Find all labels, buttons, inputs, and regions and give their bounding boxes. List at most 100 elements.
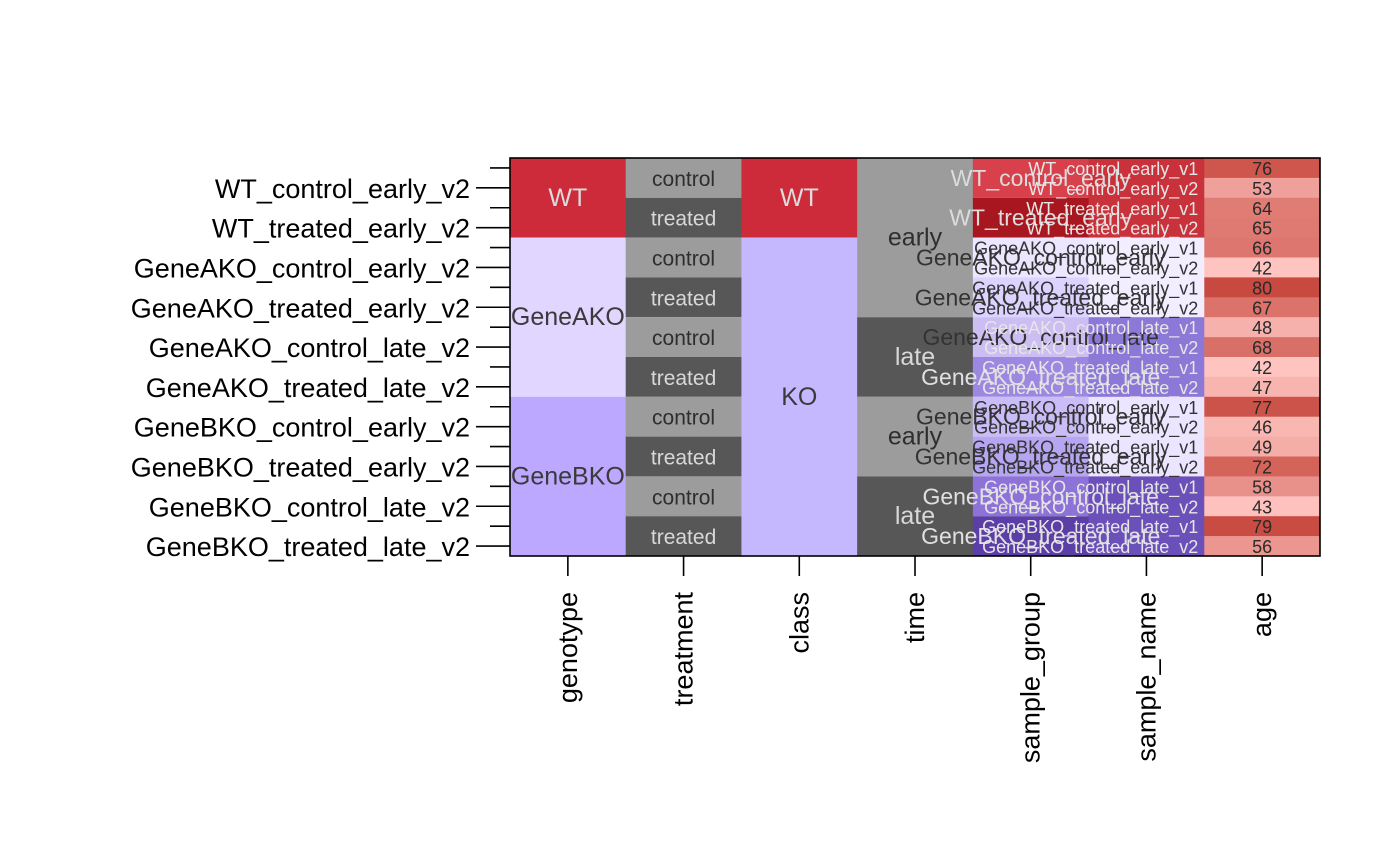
cell-label-sample-name-9: GeneAKO_control_late_v2 xyxy=(984,338,1198,359)
cell-sample-name-genebko-control-late-v2 xyxy=(1088,496,1205,517)
cell-label-age-17: 43 xyxy=(1252,497,1272,517)
y-tick-label-genebko-treated-late-v2: GeneBKO_treated_late_v2 xyxy=(146,532,470,562)
cell-label-sample-name-1: WT_control_early_v2 xyxy=(1028,179,1198,200)
cell-age-18 xyxy=(1204,516,1320,537)
cell-label-genotype-0: WT xyxy=(548,184,587,212)
cell-label-age-1: 53 xyxy=(1252,179,1272,199)
cell-label-sample-group-7: GeneBKO_treated_early xyxy=(915,444,1167,470)
cell-label-treatment-6: control xyxy=(652,407,715,430)
cell-age-8 xyxy=(1204,317,1320,338)
cell-treatment-control-4 xyxy=(625,317,742,357)
cell-age-0 xyxy=(1204,158,1320,179)
cell-sample-name-wt-treated-early-v1 xyxy=(1088,197,1205,218)
cell-age-11 xyxy=(1204,376,1320,398)
cell-sample-name-geneako-treated-early-v1 xyxy=(1088,277,1205,298)
cell-sample-name-genebko-treated-early-v2 xyxy=(1088,456,1205,477)
cell-age-19 xyxy=(1204,536,1320,557)
cell-label-sample-name-14: GeneBKO_treated_early_v1 xyxy=(972,438,1198,459)
cell-age-3 xyxy=(1204,217,1320,238)
cell-sample-name-geneako-treated-late-v2 xyxy=(1088,376,1205,398)
cell-label-age-5: 42 xyxy=(1252,258,1272,278)
cell-sample-name-wt-control-early-v2 xyxy=(1088,177,1205,199)
cell-sample-group-genebko-control-early xyxy=(972,396,1090,437)
cell-label-sample-name-12: GeneBKO_control_early_v1 xyxy=(974,398,1198,419)
cell-age-2 xyxy=(1204,197,1320,218)
cell-label-genotype-2: GeneBKO xyxy=(511,462,625,490)
cell-sample-name-wt-treated-early-v2 xyxy=(1088,217,1205,238)
cell-label-sample-name-5: GeneAKO_control_early_v2 xyxy=(974,258,1198,279)
cell-label-age-14: 49 xyxy=(1252,438,1272,458)
cell-sample-name-geneako-control-early-v1 xyxy=(1088,237,1205,258)
cell-sample-name-geneako-control-early-v2 xyxy=(1088,257,1205,278)
cell-time-early-2 xyxy=(857,396,974,477)
cell-label-sample-name-15: GeneBKO_treated_early_v2 xyxy=(972,457,1198,478)
x-tick-label-treatment: treatment xyxy=(669,592,699,707)
cell-label-treatment-9: treated xyxy=(651,526,716,549)
cell-class-wt-0 xyxy=(741,158,858,238)
heatmap-cell-labels: WT GeneAKO GeneBKO control treated control tre… xyxy=(511,159,1272,558)
cell-label-class-0: WT xyxy=(780,184,819,212)
cell-label-sample-name-17: GeneBKO_control_late_v2 xyxy=(984,497,1198,518)
y-tick-label-geneako-treated-early-v2: GeneAKO_treated_early_v2 xyxy=(131,293,470,323)
cell-sample-group-genebko-treated-late xyxy=(972,516,1090,556)
cell-label-sample-group-0: WT_control_early xyxy=(951,165,1132,191)
cell-treatment-control-0 xyxy=(625,158,742,198)
y-tick-label-wt-treated-early-v2: WT_treated_early_v2 xyxy=(212,214,470,244)
y-tick-label-geneako-control-early-v2: GeneAKO_control_early_v2 xyxy=(134,253,470,283)
cell-label-treatment-8: control xyxy=(652,486,715,509)
cell-label-sample-group-3: GeneAKO_treated_early xyxy=(915,284,1167,310)
cell-sample-name-wt-control-early-v1 xyxy=(1088,158,1205,179)
cell-label-treatment-0: control xyxy=(652,168,715,191)
y-tick-label-wt-control-early-v2: WT_control_early_v2 xyxy=(215,174,470,204)
cell-sample-group-geneako-treated-early xyxy=(972,277,1090,318)
cell-label-sample-group-8: GeneBKO_control_late xyxy=(922,483,1159,509)
cell-age-9 xyxy=(1204,337,1320,358)
cell-sample-group-geneako-control-late xyxy=(972,317,1090,357)
cell-sample-name-genebko-treated-late-v2 xyxy=(1088,536,1205,557)
cell-label-age-0: 76 xyxy=(1252,159,1272,179)
cell-label-age-15: 72 xyxy=(1252,457,1272,477)
cell-label-sample-group-2: GeneAKO_control_early xyxy=(916,245,1166,271)
cell-label-age-6: 80 xyxy=(1252,278,1272,298)
y-tick-label-genebko-control-late-v2: GeneBKO_control_late_v2 xyxy=(149,492,470,522)
cell-label-treatment-5: treated xyxy=(651,367,716,390)
y-axis: WT_control_early_v2 WT_treated_early_v2 Ge… xyxy=(131,167,510,562)
cell-label-sample-name-7: GeneAKO_treated_early_v2 xyxy=(972,298,1198,319)
cell-sample-group-geneako-treated-late xyxy=(972,357,1090,397)
cell-label-age-8: 48 xyxy=(1252,318,1272,338)
cell-age-16 xyxy=(1204,476,1320,497)
x-tick-label-age: age xyxy=(1247,592,1277,637)
cell-label-age-9: 68 xyxy=(1252,338,1272,358)
cell-label-age-19: 56 xyxy=(1252,537,1272,557)
x-tick-label-genotype: genotype xyxy=(553,592,583,703)
cell-treatment-treated-9 xyxy=(625,516,742,556)
cell-label-age-3: 65 xyxy=(1252,219,1272,239)
cell-label-class-1: KO xyxy=(781,383,817,411)
cell-sample-name-geneako-treated-late-v1 xyxy=(1088,357,1205,378)
cell-sample-name-genebko-control-early-v1 xyxy=(1088,396,1205,417)
cell-label-treatment-3: treated xyxy=(651,287,716,310)
cell-label-treatment-7: treated xyxy=(651,447,716,470)
cell-label-time-2: early xyxy=(888,423,943,451)
cell-genotype-geneako-1 xyxy=(510,237,627,397)
cell-label-sample-name-4: GeneAKO_control_early_v1 xyxy=(974,239,1198,260)
y-tick-label-geneako-control-late-v2: GeneAKO_control_late_v2 xyxy=(149,333,470,363)
cell-label-sample-name-16: GeneBKO_control_late_v1 xyxy=(984,477,1198,498)
cell-age-5 xyxy=(1204,257,1320,278)
cell-age-10 xyxy=(1204,357,1320,378)
cell-sample-group-genebko-treated-early xyxy=(972,436,1090,477)
cell-age-14 xyxy=(1204,436,1320,457)
cell-label-sample-name-8: GeneAKO_control_late_v1 xyxy=(984,318,1198,339)
cell-label-age-2: 64 xyxy=(1252,199,1272,219)
cell-sample-name-geneako-control-late-v2 xyxy=(1088,337,1205,358)
cell-treatment-treated-7 xyxy=(625,436,742,477)
cell-label-sample-name-10: GeneAKO_treated_late_v1 xyxy=(982,358,1198,379)
cell-label-sample-group-1: WT_treated_early xyxy=(949,205,1132,231)
cell-age-1 xyxy=(1204,177,1320,199)
cell-treatment-control-6 xyxy=(625,396,742,437)
cell-time-late-3 xyxy=(857,476,974,556)
cell-sample-name-genebko-control-late-v1 xyxy=(1088,476,1205,497)
cell-label-age-11: 47 xyxy=(1252,378,1272,398)
cell-label-treatment-1: treated xyxy=(651,208,716,231)
cell-treatment-treated-1 xyxy=(625,197,742,238)
